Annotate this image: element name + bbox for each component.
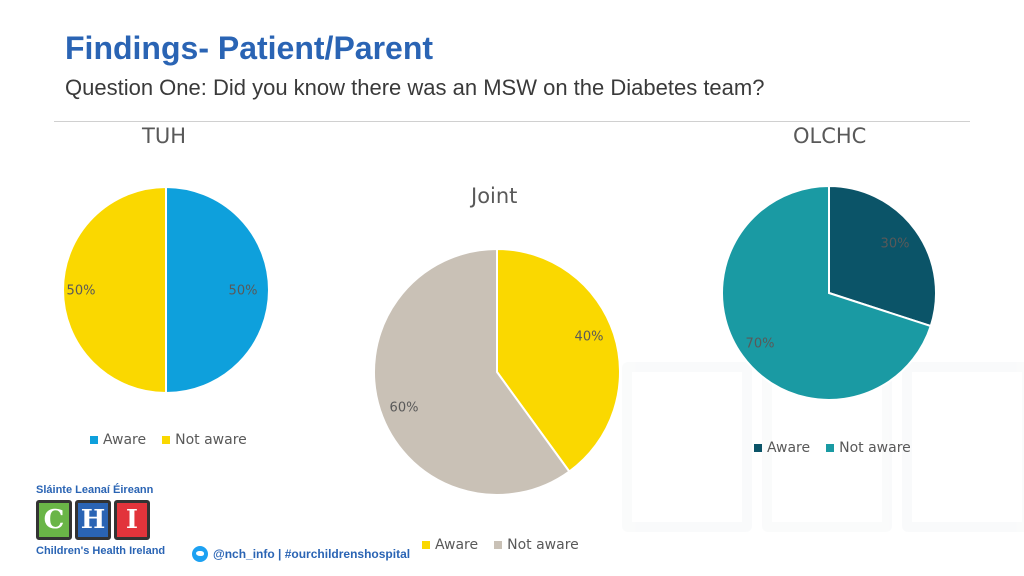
pie-slice-aware: [828, 184, 937, 328]
data-label-aware: 30%: [881, 237, 910, 252]
olchc-chart-title: OLCHC: [793, 124, 867, 148]
pie-slice-not-aware: [373, 247, 571, 496]
legend-item-aware: Aware: [90, 432, 146, 448]
data-label-aware: 50%: [229, 284, 258, 299]
joint-chart-title: Joint: [471, 184, 518, 208]
legend-swatch-not-aware: [162, 436, 171, 444]
page-subtitle: Question One: Did you know there was an …: [65, 75, 765, 100]
logo-irish-name: Sláinte Leanaí Éireann: [36, 484, 154, 496]
legend-item-not-aware: Not aware: [162, 432, 247, 448]
pie-slice-not-aware: [721, 184, 933, 401]
legend-swatch-not-aware: [494, 541, 503, 549]
header-divider: [54, 121, 970, 122]
data-label-aware: 40%: [575, 330, 604, 345]
data-label-not-aware: 60%: [390, 401, 419, 416]
logo-letter-c: C: [36, 500, 72, 540]
legend-item-aware: Aware: [754, 440, 810, 456]
legend-label-aware: Aware: [767, 440, 811, 456]
social-text: @nch_info | #ourchildrenshospital: [213, 547, 411, 561]
joint-legend: Aware Not aware: [422, 537, 579, 553]
chi-logo: Sláinte Leanaí Éireann C H I Children's …: [36, 484, 165, 557]
pie-slice-aware: [496, 247, 621, 473]
legend-label-aware: Aware: [435, 537, 479, 553]
tuh-pie-chart: 50% 50%: [62, 185, 270, 395]
olchc-legend: Aware Not aware: [754, 440, 911, 456]
legend-swatch-aware: [422, 541, 430, 549]
chi-watermark: [622, 362, 1024, 532]
data-label-not-aware: 70%: [746, 337, 775, 352]
legend-label-not-aware: Not aware: [175, 432, 247, 448]
watermark-i: [902, 362, 1024, 532]
logo-letter-i: I: [114, 500, 150, 540]
legend-item-not-aware: Not aware: [494, 537, 579, 553]
data-label-not-aware: 50%: [67, 284, 96, 299]
twitter-icon: [192, 546, 208, 562]
logo-letter-h: H: [75, 500, 111, 540]
pie-slice-not-aware: [62, 185, 167, 395]
legend-item-aware: Aware: [422, 537, 478, 553]
legend-swatch-aware: [90, 436, 98, 444]
legend-label-not-aware: Not aware: [839, 440, 911, 456]
legend-label-aware: Aware: [103, 432, 147, 448]
joint-pie-chart: 40% 60%: [373, 247, 621, 496]
tuh-chart-title: TUH: [142, 124, 186, 148]
page-title: Findings- Patient/Parent: [65, 30, 434, 66]
legend-item-not-aware: Not aware: [826, 440, 911, 456]
watermark-c: [622, 362, 752, 532]
logo-english-name: Children's Health Ireland: [36, 545, 166, 557]
tuh-legend: Aware Not aware: [90, 432, 247, 448]
legend-swatch-aware: [754, 444, 762, 452]
logo-letters: C H I: [36, 500, 165, 540]
olchc-pie-chart: 30% 70%: [721, 184, 937, 401]
legend-label-not-aware: Not aware: [507, 537, 579, 553]
pie-slice-aware: [165, 185, 270, 395]
legend-swatch-not-aware: [826, 444, 835, 452]
social-handle: @nch_info | #ourchildrenshospital: [192, 546, 410, 562]
